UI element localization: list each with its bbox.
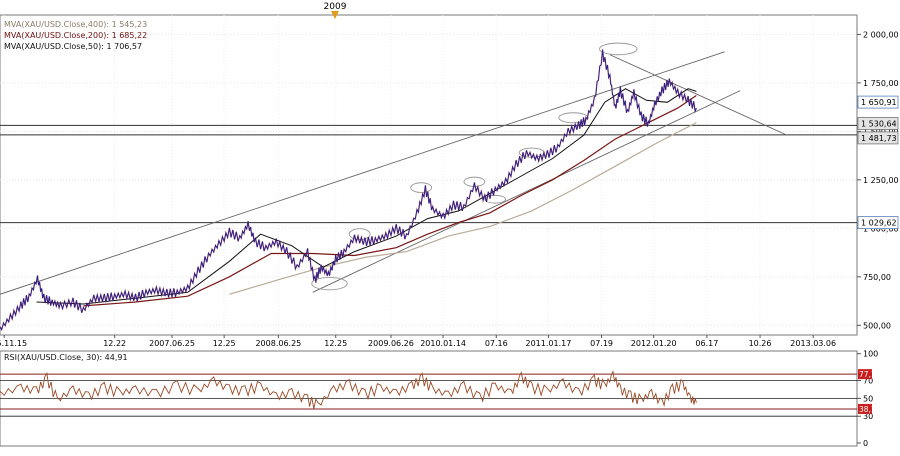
time-tick-label: 12.25 xyxy=(324,339,347,348)
price-badge xyxy=(857,131,899,145)
legend-ma50: MVA(XAU/USD.Close,50): 1 706,57 xyxy=(4,42,142,51)
time-tick-label: 2008.06.25 xyxy=(255,339,301,348)
highlight-ellipse xyxy=(311,276,348,291)
top-marker-label: 2009 xyxy=(324,2,347,12)
rsi-badges: 77,11 38,14 xyxy=(858,369,881,414)
time-tick-label: 12.25 xyxy=(213,339,236,348)
time-tick-label: 2013.03.06 xyxy=(790,339,836,348)
price-badge-label: 1 029,62 xyxy=(861,219,897,228)
rsi-badge-label: 77,11 xyxy=(859,370,881,379)
time-axis: 2005.11.15 12.22 2007.06.25 12.25 2008.06.25… xyxy=(0,335,836,348)
rsi-badge xyxy=(858,403,872,414)
rsi-series-group xyxy=(0,370,697,409)
rsi-tick-label: 70 xyxy=(863,376,873,385)
time-tick-label: 07.19 xyxy=(590,339,613,348)
highlight-ellipse xyxy=(410,182,433,193)
time-tick-label: 07.16 xyxy=(485,339,508,348)
legend-ma400: MVA(XAU/USD.Close,400): 1 545,23 xyxy=(4,20,147,29)
time-tick-label: 06.17 xyxy=(695,339,718,348)
price-series-group xyxy=(0,49,698,332)
price-badge xyxy=(857,117,899,130)
time-tick-label: 2007.06.25 xyxy=(149,339,195,348)
ma400-series-line xyxy=(229,122,697,295)
legend-ma200: MVA(XAU/USD.Close,200): 1 685,22 xyxy=(4,31,147,40)
price-panel[interactable] xyxy=(0,14,858,336)
time-tick-label: 2011.01.17 xyxy=(525,339,571,348)
time-tick-label: 2010.01.14 xyxy=(420,339,466,348)
rsi-tick-label: 50 xyxy=(863,394,873,403)
time-tick-label: 10.26 xyxy=(749,339,772,348)
trendline xyxy=(609,54,788,136)
highlight-ellipse xyxy=(599,42,638,56)
price-badge-label: 1 530,64 xyxy=(861,119,897,128)
rsi-levels xyxy=(0,373,857,417)
rsi-tick-label: 100 xyxy=(863,350,878,359)
time-tick-label: 2012.01.20 xyxy=(631,339,677,348)
ma200-series-line xyxy=(83,95,697,307)
price-series-line xyxy=(0,49,697,331)
highlight-ellipse xyxy=(484,194,507,204)
rsi-tick-label: 30 xyxy=(863,412,873,421)
price-badge-label: 1 650,91 xyxy=(861,98,897,107)
time-tick-label: 2005.11.15 xyxy=(0,339,27,348)
price-tick-label: 2 000,00 xyxy=(863,30,899,39)
highlight-ellipse xyxy=(463,176,486,187)
trendline xyxy=(312,90,741,293)
price-horizontal-levels xyxy=(0,124,857,224)
price-tick-label: 1 750,00 xyxy=(863,79,899,88)
rsi-tick-label: 0 xyxy=(863,439,868,448)
rsi-badge-label: 38,14 xyxy=(859,405,881,414)
rsi-badge xyxy=(858,369,872,380)
rsi-y-axis: 100 70 50 30 0 xyxy=(857,350,878,448)
price-badge xyxy=(857,95,899,109)
rsi-series-line xyxy=(0,370,697,409)
top-marker-arrow[interactable] xyxy=(331,11,339,19)
price-grid xyxy=(0,15,857,335)
price-badge-label: 1 481,73 xyxy=(861,134,897,143)
highlight-ellipse xyxy=(348,228,371,241)
price-badge xyxy=(857,216,899,229)
price-tick-label: 1 250,00 xyxy=(863,176,899,185)
rsi-legend: RSI(XAU/USD.Close, 30): 44,91 xyxy=(4,353,128,362)
time-tick-label: 2009.06.26 xyxy=(368,339,414,348)
price-tick-label: 500,00 xyxy=(863,321,891,330)
price-tick-label: 750,00 xyxy=(863,273,891,282)
price-badges: 1 650,91 1 530,64 1 481,73 1 029,62 xyxy=(857,95,899,229)
trendline xyxy=(0,51,725,295)
trendlines xyxy=(0,51,788,295)
time-tick-label: 12.22 xyxy=(103,339,126,348)
